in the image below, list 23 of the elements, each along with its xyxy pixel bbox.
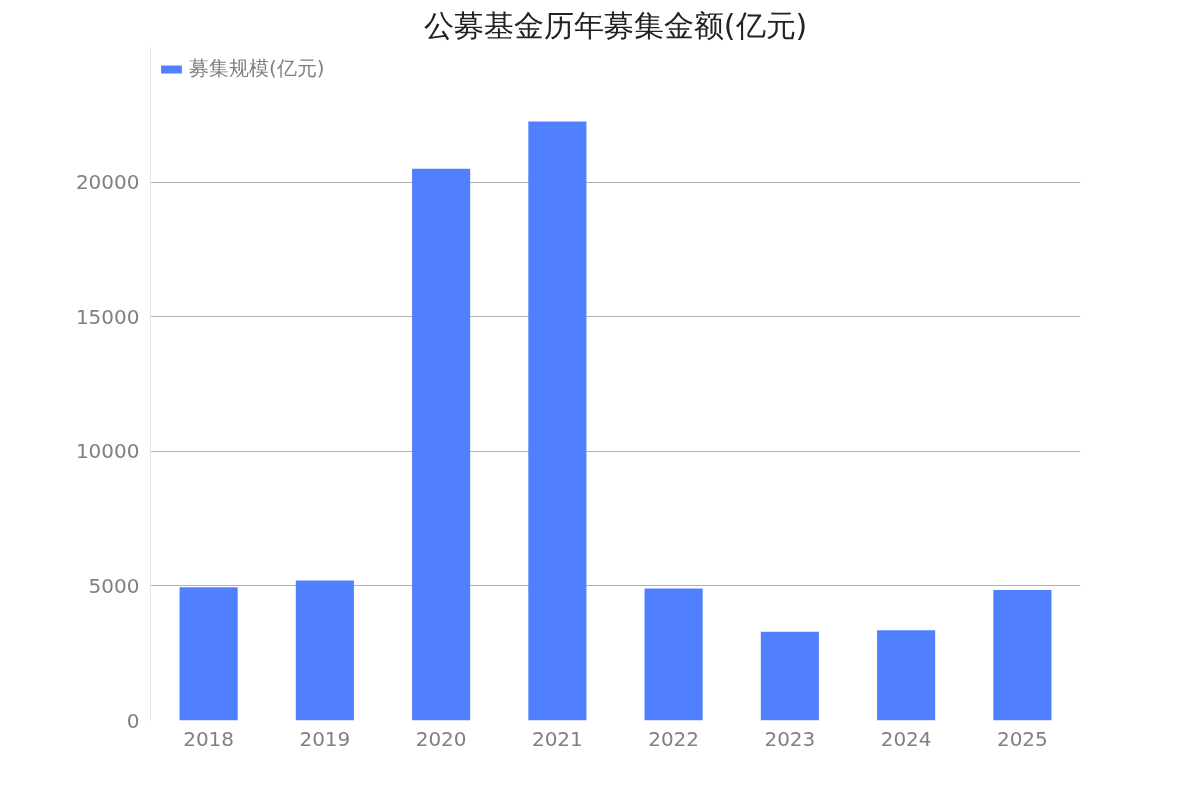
- x-tick-label: 2020: [415, 726, 467, 751]
- y-tick-label: 15000: [75, 304, 140, 329]
- bar: [295, 580, 354, 721]
- x-tick-label: 2023: [764, 726, 816, 751]
- bar: [760, 631, 819, 721]
- bar: [412, 168, 471, 721]
- y-tick-label: 0: [126, 708, 140, 733]
- x-tick-label: 2021: [531, 726, 583, 751]
- chart-title: 公募基金历年募集金额(亿元): [423, 7, 808, 43]
- x-tick-label: 2019: [299, 726, 351, 751]
- bar: [528, 121, 587, 721]
- x-tick-label: 2022: [648, 726, 700, 751]
- y-tick-label: 5000: [88, 573, 140, 598]
- bar: [179, 587, 238, 721]
- x-tick-label: 2018: [183, 726, 235, 751]
- x-tick-label: 2024: [880, 726, 932, 751]
- bar: [877, 630, 936, 721]
- y-tick-label: 10000: [75, 439, 140, 464]
- bar: [644, 588, 703, 721]
- legend-label: 募集规模(亿元): [189, 55, 325, 82]
- bar: [993, 589, 1052, 721]
- y-tick-label: 20000: [75, 170, 140, 195]
- x-tick-label: 2025: [996, 726, 1048, 751]
